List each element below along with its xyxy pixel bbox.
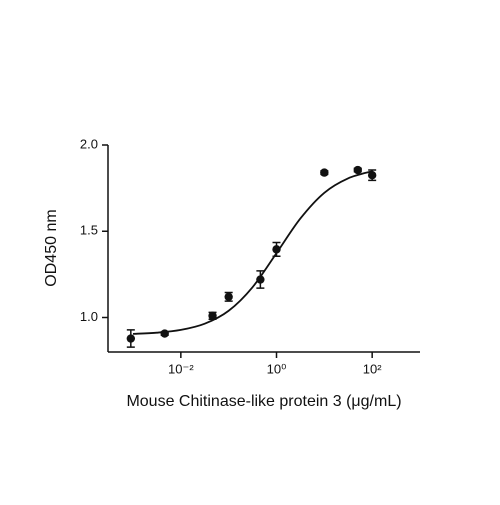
data-point <box>126 334 136 343</box>
data-point <box>353 165 362 175</box>
data-point <box>367 170 377 180</box>
data-point <box>320 168 329 177</box>
fit-curve <box>132 170 373 335</box>
data-point <box>256 275 265 284</box>
x-tick-label: 10⁰ <box>267 361 287 376</box>
x-axis-title: Mouse Chitinase-like protein 3 (μg/mL) <box>126 393 401 410</box>
y-tick-label: 2.0 <box>80 136 98 151</box>
x-tick-label: 10⁻² <box>168 361 194 376</box>
y-tick-label: 1.0 <box>80 309 98 324</box>
y-axis-title: OD450 nm <box>43 209 60 286</box>
data-point <box>224 292 233 301</box>
data-point <box>208 311 217 320</box>
data-point <box>160 329 169 338</box>
data-point <box>272 245 281 254</box>
y-tick-label: 1.5 <box>80 223 98 238</box>
x-tick-label: 10² <box>363 361 382 376</box>
